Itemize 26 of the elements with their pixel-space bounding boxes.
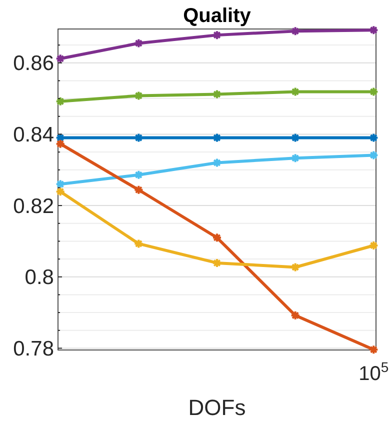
y-tick-label: 0.84: [13, 124, 54, 147]
point: [212, 132, 222, 143]
x-tick-label: 10$^{5}$: [358, 359, 389, 385]
y-tick-label: 0.78: [13, 338, 54, 361]
point: [134, 38, 144, 48]
point: [290, 132, 300, 143]
x-axis-title: DOFs: [188, 395, 246, 420]
chart-title: Quality: [183, 5, 252, 27]
point: [290, 153, 300, 164]
y-tick-label: 0.86: [13, 52, 54, 76]
point: [212, 89, 222, 100]
point: [134, 238, 144, 249]
point: [212, 158, 222, 168]
y-tick-label: 0.8: [24, 266, 54, 290]
point: [134, 90, 144, 101]
point: [212, 30, 222, 40]
point: [212, 232, 222, 243]
point: [134, 170, 144, 180]
point: [290, 262, 300, 272]
point: [290, 310, 300, 320]
point: [134, 184, 144, 195]
point: [134, 132, 144, 143]
y-tick-label: 0.82: [13, 194, 54, 218]
point: [290, 86, 300, 97]
point: [212, 258, 222, 268]
point: [290, 26, 300, 36]
